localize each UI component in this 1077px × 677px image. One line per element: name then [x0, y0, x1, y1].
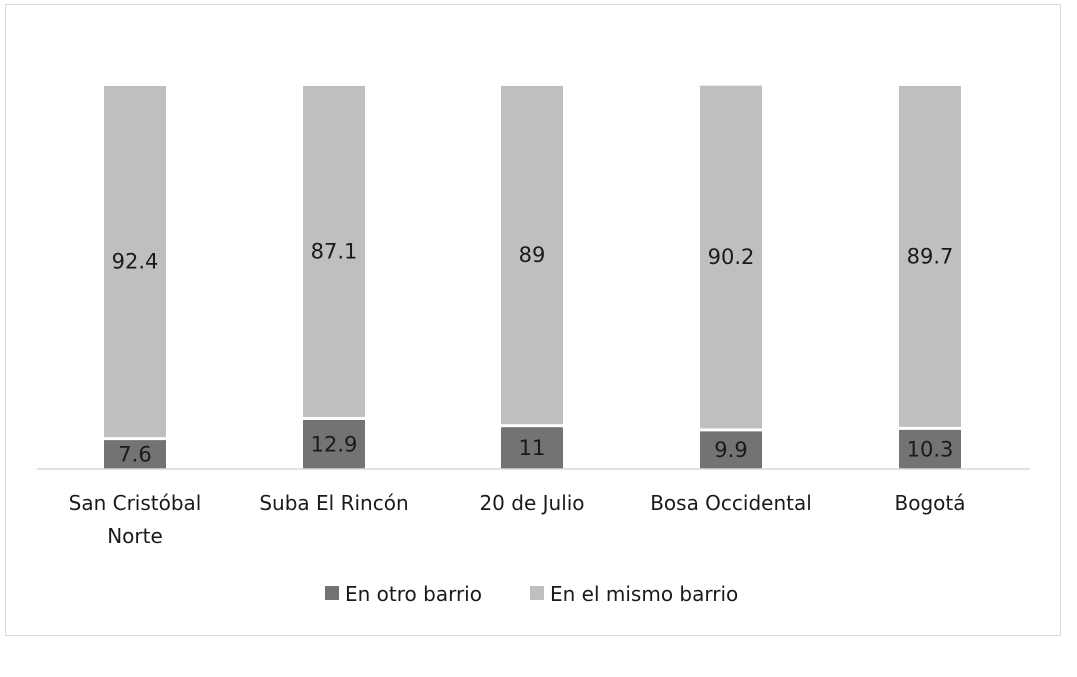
- labels-layer: 7.6 92.4 12.9 87.1 11 89 9.9 90.2 10.3 89.7: [112, 239, 954, 466]
- bars-layer: [104, 85, 961, 469]
- data-label-en-el-mismo-barrio-san-crist-bal-norte: 92.4: [112, 250, 159, 274]
- category-label-20-de-julio: 20 de Julio: [479, 491, 584, 515]
- bar-en-otro-barrio-20-de-julio: [501, 427, 563, 469]
- category-labels: San Cristóbal Norte Suba El Rincón 20 de Ju…: [69, 491, 966, 548]
- bar-en-el-mismo-barrio-san-crist-bal-norte: [104, 86, 166, 438]
- bar-en-el-mismo-barrio-bosa-occidental: [700, 85, 762, 429]
- category-label-bosa-occidental: Bosa Occidental: [650, 491, 812, 515]
- category-label-san-crist-bal-norte: San Cristóbal: [69, 491, 202, 515]
- data-label-en-otro-barrio-bogot: 10.3: [907, 437, 954, 461]
- category-label-bogot: Bogotá: [895, 491, 966, 515]
- legend-label-en-el-mismo-barrio: En el mismo barrio: [550, 582, 738, 606]
- bar-en-otro-barrio-bosa-occidental: [700, 431, 762, 469]
- data-label-en-otro-barrio-bosa-occidental: 9.9: [714, 438, 747, 462]
- data-label-en-el-mismo-barrio-20-de-julio: 89: [519, 243, 546, 267]
- legend-label-en-otro-barrio: En otro barrio: [345, 582, 482, 606]
- data-label-en-otro-barrio-20-de-julio: 11: [519, 436, 546, 460]
- data-label-en-el-mismo-barrio-bosa-occidental: 90.2: [708, 245, 755, 269]
- legend-swatch-en-el-mismo-barrio: [530, 586, 544, 600]
- category-label-san-crist-bal-norte: Norte: [107, 524, 163, 548]
- data-label-en-el-mismo-barrio-suba-el-rinc-n: 87.1: [311, 239, 358, 263]
- data-label-en-otro-barrio-suba-el-rinc-n: 12.9: [311, 432, 358, 456]
- bar-en-el-mismo-barrio-bogot: [899, 86, 961, 427]
- bar-en-el-mismo-barrio-suba-el-rinc-n: [303, 86, 365, 417]
- bar-en-otro-barrio-suba-el-rinc-n: [303, 419, 365, 469]
- legend-swatch-en-otro-barrio: [325, 586, 339, 600]
- category-label-suba-el-rinc-n: Suba El Rincón: [259, 491, 408, 515]
- bar-en-otro-barrio-san-crist-bal-norte: [104, 440, 166, 469]
- data-label-en-el-mismo-barrio-bogot: 89.7: [907, 244, 954, 268]
- bar-en-el-mismo-barrio-20-de-julio: [501, 86, 563, 425]
- bar-en-otro-barrio-bogot: [899, 429, 961, 469]
- data-label-en-otro-barrio-san-crist-bal-norte: 7.6: [118, 443, 151, 467]
- legend: En otro barrio En el mismo barrio: [325, 582, 738, 606]
